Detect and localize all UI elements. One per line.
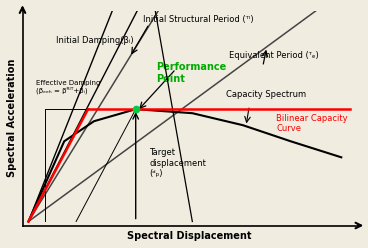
Text: Bilinear Capacity
Curve: Bilinear Capacity Curve [276,114,348,133]
Text: Target
displacement
(ᵈₚ): Target displacement (ᵈₚ) [149,148,206,178]
Text: Initial Structural Period (ᵀᴵ): Initial Structural Period (ᵀᴵ) [143,15,253,24]
Text: Initial Damping(βᵢ): Initial Damping(βᵢ) [56,36,134,45]
Text: Capacity Spectrum: Capacity Spectrum [226,90,306,99]
Text: Equivalent Period (ᵀₑ): Equivalent Period (ᵀₑ) [229,51,319,60]
X-axis label: Spectral Displacement: Spectral Displacement [127,231,252,241]
Text: Effective Damping
(βₑₑₕ = βᴿᴵᵀ+βᵢ): Effective Damping (βₑₑₕ = βᴿᴵᵀ+βᵢ) [36,80,100,94]
Y-axis label: Spectral Acceleration: Spectral Acceleration [7,59,17,177]
Text: Performance
Point: Performance Point [156,62,226,84]
